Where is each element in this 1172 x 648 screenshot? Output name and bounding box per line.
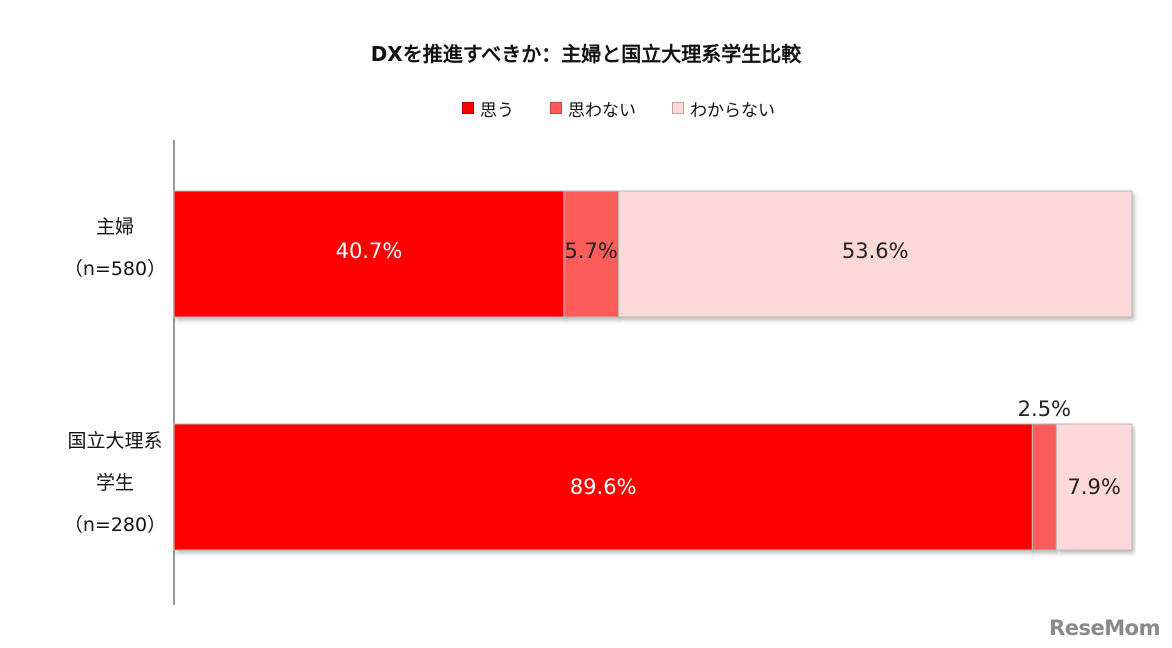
legend-item-unknown: わからない bbox=[672, 96, 775, 121]
value-label-unknown-1: 7.9% bbox=[1067, 475, 1120, 499]
value-label-disagree-0: 5.7% bbox=[565, 239, 618, 263]
category-label-line: （n=580） bbox=[63, 258, 167, 280]
bar-disagree-0 bbox=[563, 190, 620, 318]
bar-agree-0 bbox=[173, 190, 565, 318]
category-label-line: 国立大理系 bbox=[67, 430, 163, 452]
value-label-unknown-0: 53.6% bbox=[842, 239, 909, 263]
chart-title: DXを推進すべきか：主婦と国立大理系学生比較 bbox=[370, 42, 802, 66]
legend-label-unknown: わからない bbox=[690, 100, 775, 121]
legend: 思う 思わない わからない bbox=[462, 96, 775, 121]
category-label-housewife: 主婦 （n=580） bbox=[20, 206, 210, 290]
resemom-logo: ReseMom bbox=[1049, 616, 1160, 640]
legend-item-disagree: 思わない bbox=[550, 96, 636, 121]
bar-agree-1 bbox=[173, 423, 1033, 551]
category-label-student: 国立大理系 学生 （n=280） bbox=[20, 420, 210, 546]
bar-labels-group: 40.7% 5.7% 53.6% 89.6% 2.5% 7.9% bbox=[336, 239, 1121, 499]
bar-disagree-1 bbox=[1031, 423, 1057, 551]
legend-swatch-disagree bbox=[550, 102, 562, 114]
value-label-disagree-1: 2.5% bbox=[1018, 397, 1071, 421]
legend-swatch-agree bbox=[462, 102, 474, 114]
category-label-line: （n=280） bbox=[63, 514, 167, 536]
bars-group bbox=[173, 190, 1133, 551]
bar-unknown-1 bbox=[1055, 423, 1133, 551]
legend-item-agree: 思う bbox=[462, 96, 514, 121]
legend-swatch-unknown bbox=[672, 102, 684, 114]
category-label-line: 主婦 bbox=[95, 216, 134, 238]
value-label-agree-1: 89.6% bbox=[570, 475, 637, 499]
legend-label-agree: 思う bbox=[480, 100, 514, 121]
value-label-agree-0: 40.7% bbox=[336, 239, 403, 263]
category-label-line: 学生 bbox=[95, 472, 134, 494]
bar-unknown-0 bbox=[618, 190, 1133, 318]
legend-label-disagree: 思わない bbox=[568, 100, 636, 121]
